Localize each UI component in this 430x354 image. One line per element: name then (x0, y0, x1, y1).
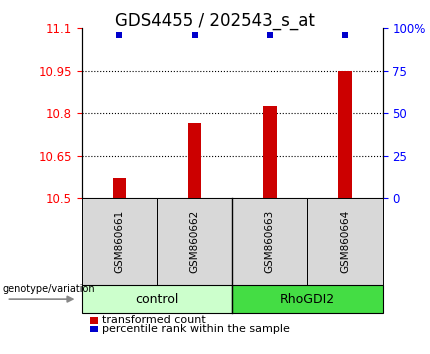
Bar (113, 178, 126, 198)
Text: transformed count: transformed count (102, 315, 206, 325)
Text: GDS4455 / 202543_s_at: GDS4455 / 202543_s_at (115, 12, 315, 30)
Bar (188, 123, 201, 198)
Bar (90, 317, 98, 324)
Text: GSM860664: GSM860664 (340, 210, 350, 273)
Bar (90, 326, 98, 332)
Text: genotype/variation: genotype/variation (2, 284, 95, 293)
Bar (82, 198, 157, 285)
Bar (307, 198, 383, 285)
Bar (232, 198, 307, 285)
Bar (232, 285, 383, 313)
Text: RhoGDI2: RhoGDI2 (280, 293, 335, 306)
Bar (338, 71, 352, 198)
Text: percentile rank within the sample: percentile rank within the sample (102, 324, 290, 334)
Bar (263, 106, 276, 198)
Bar (82, 285, 232, 313)
Text: control: control (135, 293, 178, 306)
Text: GSM860662: GSM860662 (190, 210, 200, 273)
Text: GSM860663: GSM860663 (265, 210, 275, 273)
Text: GSM860661: GSM860661 (114, 210, 124, 273)
Bar (157, 198, 232, 285)
